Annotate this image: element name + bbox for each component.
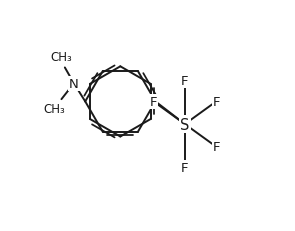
Text: N: N	[69, 77, 79, 90]
Text: F: F	[150, 95, 157, 108]
Text: F: F	[181, 74, 189, 87]
Text: CH₃: CH₃	[44, 102, 65, 115]
Text: F: F	[181, 162, 189, 175]
Text: CH₃: CH₃	[50, 50, 72, 63]
Text: F: F	[213, 141, 220, 154]
Text: F: F	[213, 95, 220, 108]
Text: S: S	[180, 117, 190, 132]
